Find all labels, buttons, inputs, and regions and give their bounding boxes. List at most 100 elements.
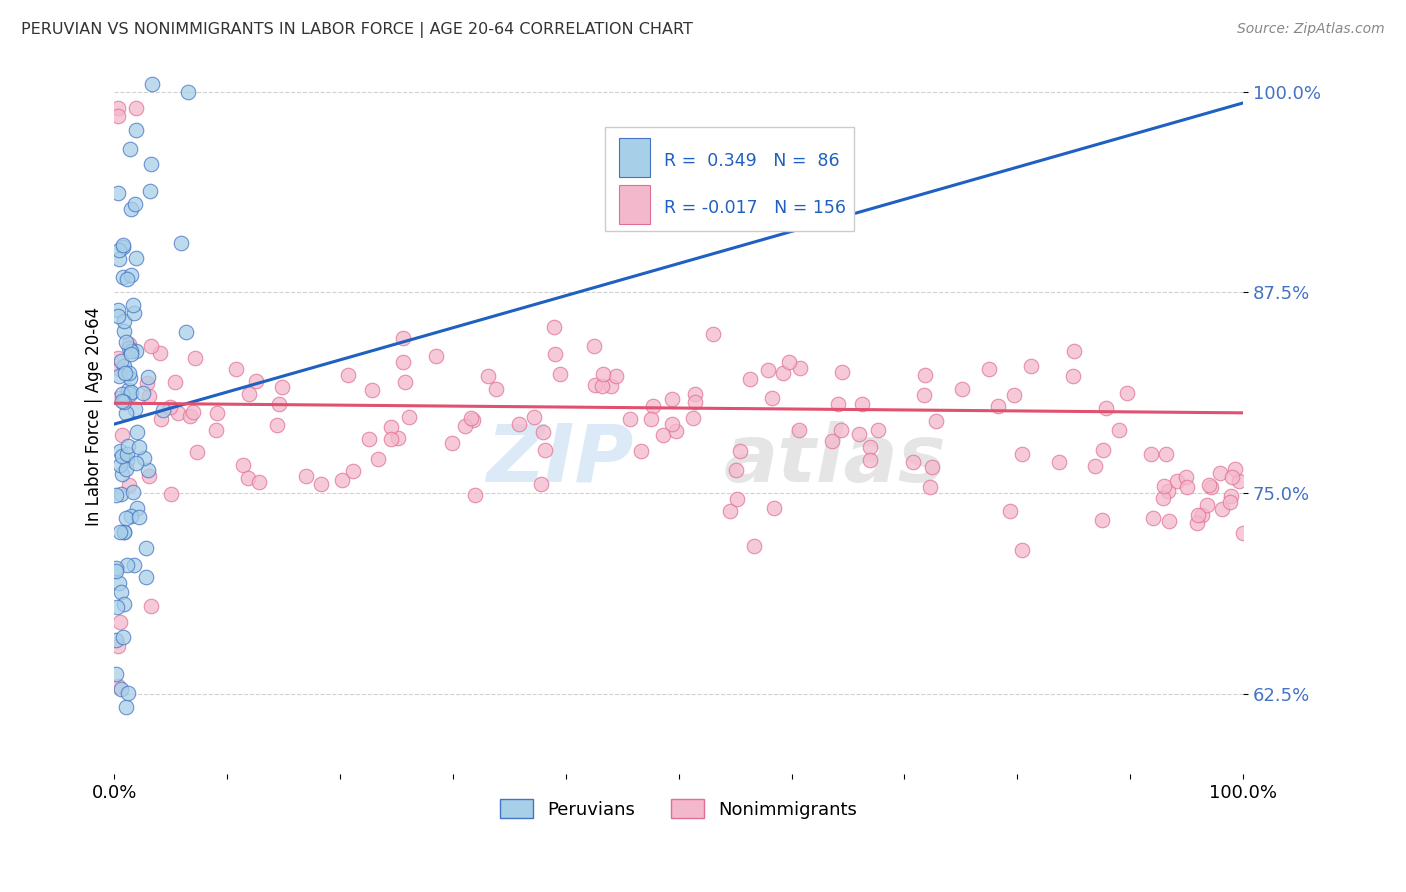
Point — [107, 101, 129, 115]
Point — [772, 367, 794, 381]
Point — [600, 379, 623, 393]
Point — [107, 252, 129, 266]
Point — [247, 475, 270, 489]
Point — [718, 504, 741, 518]
Point — [112, 631, 135, 645]
Point — [111, 387, 134, 401]
Point — [108, 243, 131, 257]
Point — [183, 351, 205, 365]
Point — [652, 428, 675, 442]
Point — [108, 368, 131, 383]
Point — [104, 564, 127, 578]
Point — [477, 368, 499, 383]
Point — [159, 400, 181, 414]
Point — [1175, 480, 1198, 494]
FancyBboxPatch shape — [619, 138, 651, 178]
Point — [683, 395, 706, 409]
Point — [332, 473, 354, 487]
Point — [725, 463, 748, 477]
Point — [485, 383, 508, 397]
Point — [117, 383, 139, 397]
Point — [124, 197, 146, 211]
Point — [107, 639, 129, 653]
FancyBboxPatch shape — [606, 128, 853, 231]
Point — [108, 524, 131, 539]
Point — [914, 368, 936, 383]
Point — [122, 485, 145, 500]
Point — [112, 314, 135, 328]
Point — [177, 85, 200, 99]
Point — [901, 455, 924, 469]
Point — [725, 492, 748, 507]
Point — [114, 366, 136, 380]
Point — [583, 339, 606, 353]
Point — [149, 345, 172, 359]
Point — [1091, 513, 1114, 527]
Point — [125, 101, 148, 115]
Point — [112, 597, 135, 611]
Point — [108, 615, 131, 629]
Point — [848, 427, 870, 442]
Point — [128, 510, 150, 524]
Point — [135, 376, 157, 390]
Point — [105, 561, 128, 575]
Point — [1219, 495, 1241, 509]
Point — [125, 425, 148, 439]
Point — [238, 387, 260, 401]
Point — [112, 238, 135, 252]
Point — [1062, 368, 1084, 383]
Point — [778, 355, 800, 369]
Point — [1220, 469, 1243, 483]
Point — [1199, 480, 1222, 494]
Point — [111, 427, 134, 442]
Point — [756, 363, 779, 377]
FancyBboxPatch shape — [619, 185, 651, 224]
Point — [186, 445, 208, 459]
Point — [548, 368, 571, 382]
Point — [1142, 511, 1164, 525]
Point — [543, 320, 565, 334]
Point — [118, 337, 141, 351]
Point — [139, 339, 162, 353]
Point — [105, 600, 128, 615]
Point — [460, 411, 482, 425]
Point — [534, 443, 557, 458]
Point — [138, 389, 160, 403]
Point — [236, 471, 259, 485]
Point — [531, 425, 554, 439]
Point — [1187, 516, 1209, 530]
Point — [425, 349, 447, 363]
Point — [110, 354, 132, 368]
Point — [394, 376, 416, 390]
Point — [112, 525, 135, 540]
Point — [138, 469, 160, 483]
Point — [682, 411, 704, 425]
Point — [105, 488, 128, 502]
Point — [868, 423, 890, 437]
Point — [174, 325, 197, 339]
Point — [205, 406, 228, 420]
Point — [1063, 343, 1085, 358]
Point — [661, 392, 683, 407]
Point — [392, 331, 415, 345]
Point — [118, 478, 141, 492]
Point — [125, 251, 148, 265]
Point — [125, 456, 148, 470]
Point — [120, 268, 142, 283]
Point — [120, 344, 142, 359]
Point — [117, 439, 139, 453]
Point — [107, 679, 129, 693]
Point — [266, 417, 288, 432]
Point — [1011, 543, 1033, 558]
Point — [120, 508, 142, 523]
Point — [271, 380, 294, 394]
Point — [115, 406, 138, 420]
Point — [114, 511, 136, 525]
Point — [136, 369, 159, 384]
Point — [702, 327, 724, 342]
Point — [112, 524, 135, 539]
Point — [987, 400, 1010, 414]
Point — [118, 366, 141, 380]
Point — [115, 462, 138, 476]
Point — [205, 423, 228, 437]
